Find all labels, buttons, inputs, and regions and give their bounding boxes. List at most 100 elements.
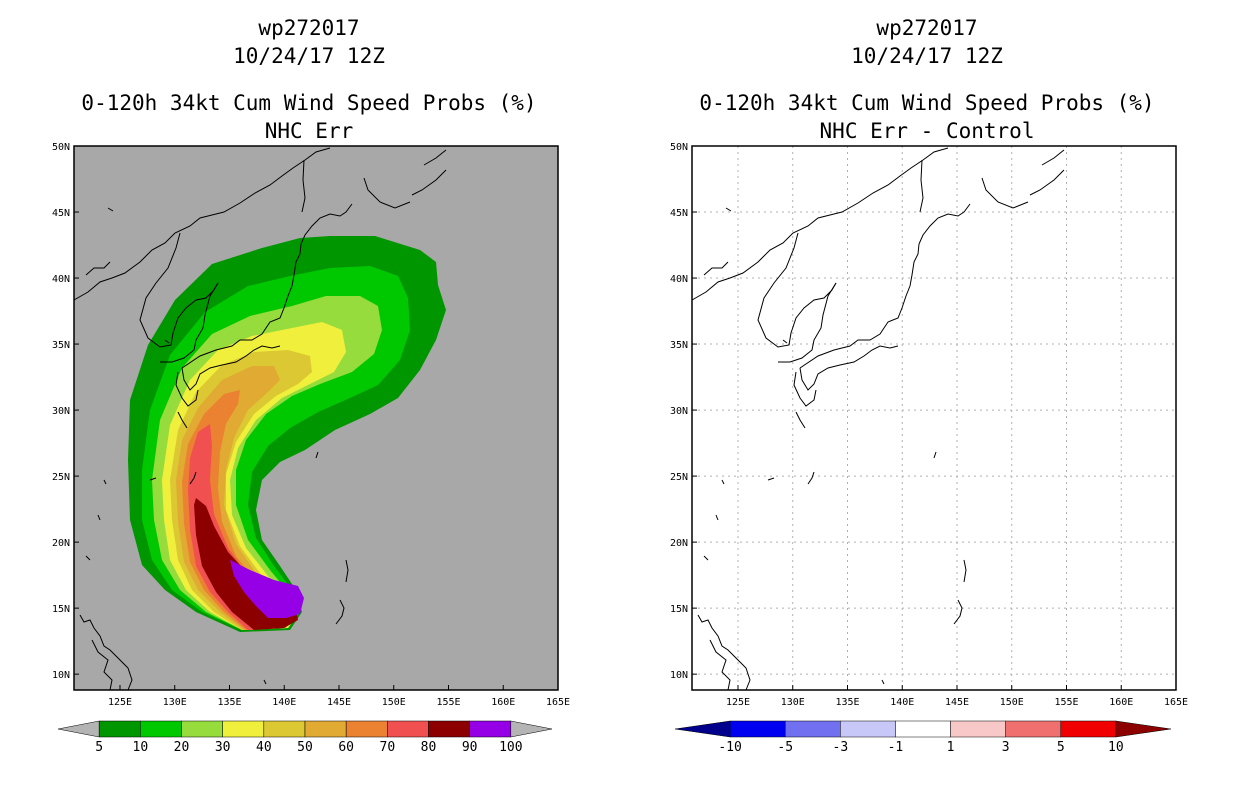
coastline xyxy=(778,282,837,363)
colorbar-label: 5 xyxy=(95,740,103,755)
coastline xyxy=(363,177,411,209)
lat-tick-label: 35N xyxy=(52,340,70,351)
coastline xyxy=(767,477,775,481)
right-panel: wp272017 10/24/17 12Z 0-120h 34kt Cum Wi… xyxy=(618,0,1236,800)
coastline xyxy=(175,371,199,407)
lon-tick-label: 145E xyxy=(945,697,969,708)
colorbar-label: 5 xyxy=(1057,740,1065,755)
lat-tick-label: 10N xyxy=(52,670,70,681)
lon-tick-label: 155E xyxy=(1054,697,1078,708)
coastline xyxy=(189,471,197,485)
coastline xyxy=(97,514,101,521)
coastline xyxy=(177,411,188,429)
lon-tick-label: 125E xyxy=(726,697,750,708)
map-frame xyxy=(691,145,1177,691)
coastline xyxy=(918,203,971,245)
coastline xyxy=(782,339,788,344)
lon-tick-label: 135E xyxy=(217,697,241,708)
lat-tick-label: 15N xyxy=(52,604,70,615)
colorbar-segment xyxy=(950,720,1006,738)
coastline xyxy=(807,471,815,485)
product-subtitle: NHC Err - Control xyxy=(819,119,1035,143)
lon-tick-label: 130E xyxy=(781,697,805,708)
colorbar-label: -10 xyxy=(718,740,741,755)
coastline xyxy=(181,243,302,369)
colorbar-segment xyxy=(181,720,223,738)
lat-tick-label: 25N xyxy=(670,472,688,483)
coastline xyxy=(411,169,447,196)
coastline xyxy=(315,451,319,459)
coastline xyxy=(91,639,113,691)
coastline xyxy=(85,555,91,561)
forecast-time: 10/24/17 12Z xyxy=(233,44,385,68)
right-map-svg: 125E 130E 135E 140E 145E 150E 155E 160E 165E 50N 4… xyxy=(670,142,1188,755)
lon-tick-label: 165E xyxy=(546,697,570,708)
coastline xyxy=(263,679,267,685)
coastline xyxy=(149,477,157,481)
lat-tick-label: 40N xyxy=(52,274,70,285)
coastline xyxy=(697,614,751,691)
coastline xyxy=(721,479,725,485)
coastline xyxy=(715,514,719,521)
coastline xyxy=(795,411,806,429)
colorbar-arrow-low xyxy=(57,720,100,738)
lat-tick-label: 40N xyxy=(670,274,688,285)
colorbar-label: 80 xyxy=(421,740,437,755)
colorbar-label: 100 xyxy=(499,740,522,755)
coastline xyxy=(691,147,949,301)
coastline xyxy=(103,479,107,485)
coastline xyxy=(963,559,967,583)
colorbar-label: 10 xyxy=(1108,740,1124,755)
lat-tick-label: 45N xyxy=(52,208,70,219)
coastline xyxy=(703,555,709,561)
colorbar-label: 90 xyxy=(462,740,478,755)
colorbar-label: 3 xyxy=(1002,740,1010,755)
product-title: 0-120h 34kt Cum Wind Speed Probs (%) xyxy=(699,91,1155,115)
coastline xyxy=(301,159,306,213)
colorbar-label: 40 xyxy=(256,740,272,755)
coastline xyxy=(73,147,331,301)
storm-id: wp272017 xyxy=(876,16,978,40)
lat-tick-label: 20N xyxy=(670,538,688,549)
product-subtitle: NHC Err xyxy=(264,119,354,143)
lat-tick-label: 50N xyxy=(670,142,688,153)
colorbar-segment xyxy=(1060,720,1117,738)
lat-tick-label: 10N xyxy=(670,670,688,681)
colorbar-segment xyxy=(840,720,896,738)
lon-tick-label: 140E xyxy=(272,697,296,708)
coastline xyxy=(953,599,963,625)
left-map-svg: 125E 130E 135E 140E 145E 150E 155E 160E 165E 50N 4… xyxy=(52,142,570,755)
lon-tick-label: 130E xyxy=(163,697,187,708)
coastline xyxy=(919,159,924,213)
map-frame xyxy=(73,145,559,691)
colorbar-arrow-high xyxy=(1115,720,1172,738)
lon-tick-label: 125E xyxy=(108,697,132,708)
lat-tick-label: 25N xyxy=(52,472,70,483)
coastline xyxy=(300,203,353,245)
lat-tick-label: 30N xyxy=(670,406,688,417)
colorbar-segment xyxy=(222,720,265,738)
lat-tick-label: 30N xyxy=(52,406,70,417)
product-title: 0-120h 34kt Cum Wind Speed Probs (%) xyxy=(81,91,537,115)
lon-tick-label: 155E xyxy=(436,697,460,708)
colorbar-segment xyxy=(1005,720,1062,738)
colorbar-label: 1 xyxy=(947,740,955,755)
coastline xyxy=(345,559,349,583)
colorbar-label: 50 xyxy=(297,740,313,755)
lon-tick-label: 140E xyxy=(890,697,914,708)
colorbar-segment xyxy=(140,720,182,738)
lon-tick-label: 165E xyxy=(1164,697,1188,708)
colorbar-label: -1 xyxy=(888,740,904,755)
lat-tick-label: 45N xyxy=(670,208,688,219)
coastline xyxy=(799,243,920,369)
coastline xyxy=(703,261,729,276)
lon-tick-label: 150E xyxy=(382,697,406,708)
forecast-time: 10/24/17 12Z xyxy=(851,44,1003,68)
lon-tick-label: 160E xyxy=(1109,697,1133,708)
map-background xyxy=(692,146,1176,690)
coastline xyxy=(85,261,111,276)
lon-tick-label: 160E xyxy=(491,697,515,708)
colorbar-arrow-low xyxy=(674,720,731,738)
coastline xyxy=(181,345,281,391)
lat-tick-label: 15N xyxy=(670,604,688,615)
